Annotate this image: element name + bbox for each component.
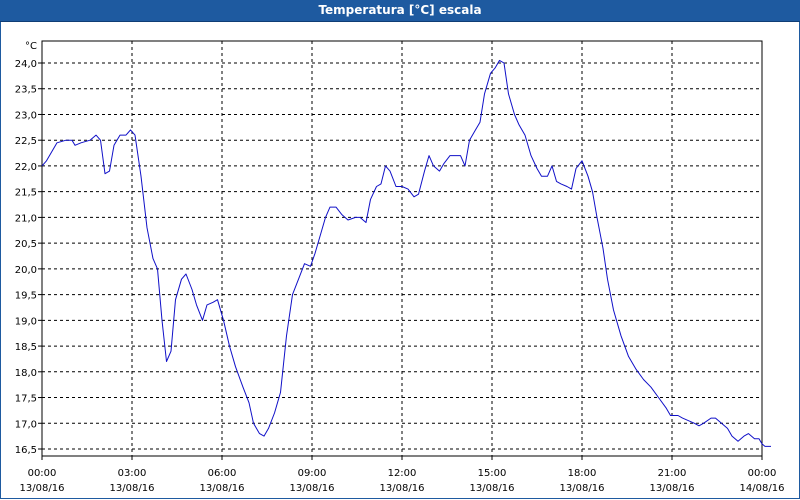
x-tick-time-label: 09:00 (298, 468, 327, 479)
y-tick-label: 23,5 (15, 85, 37, 96)
x-tick-time-label: 18:00 (568, 468, 597, 479)
x-tick-time-label: 00:00 (748, 468, 777, 479)
grid-lines (42, 41, 762, 456)
window-title: Temperatura [°C] escala (0, 0, 800, 22)
series-group (41, 59, 771, 447)
temperature-chart: °C 24,0 23,5 23,0 22,5 22,0 21,5 21,0 20,5 20,0 1… (15, 40, 785, 494)
temperature-series-line (41, 59, 771, 447)
chart-window: °C 24,0 23,5 23,0 22,5 22,0 21,5 21,0 20,5 20,0 1… (0, 22, 800, 499)
x-axis: 00:00 13/08/16 03:00 13/08/16 06:00 13/08/16 0… (20, 456, 785, 494)
x-tick-time-label: 03:00 (118, 468, 147, 479)
x-tick-time-label: 06:00 (208, 468, 237, 479)
y-tick-label: 19,5 (15, 291, 37, 302)
y-unit-label: °C (25, 41, 37, 52)
y-tick-label: 17,0 (15, 419, 37, 430)
x-tick-date-label: 13/08/16 (650, 483, 695, 494)
plot-area (41, 40, 763, 457)
x-tick-time-label: 12:00 (388, 468, 417, 479)
x-tick-date-label: 13/08/16 (290, 483, 335, 494)
y-tick-label: 18,5 (15, 342, 37, 353)
y-tick-label: 23,0 (15, 110, 37, 121)
x-tick-date-label: 13/08/16 (200, 483, 245, 494)
y-tick-label: 16,5 (15, 445, 37, 456)
x-tick-date-label: 13/08/16 (380, 483, 425, 494)
y-tick-label: 21,5 (15, 188, 37, 199)
y-tick-label: 17,5 (15, 394, 37, 405)
x-tick-time-label: 00:00 (28, 468, 57, 479)
y-tick-label: 19,0 (15, 316, 37, 327)
x-tick-date-label: 13/08/16 (110, 483, 155, 494)
y-tick-label: 18,0 (15, 368, 37, 379)
x-tick-date-label: 13/08/16 (560, 483, 605, 494)
y-tick-label: 20,0 (15, 265, 37, 276)
x-tick-date-label: 13/08/16 (470, 483, 515, 494)
x-tick-date-label: 14/08/16 (740, 483, 785, 494)
x-tick-time-label: 15:00 (478, 468, 507, 479)
y-tick-label: 22,0 (15, 162, 37, 173)
y-tick-label: 20,5 (15, 239, 37, 250)
y-tick-label: 24,0 (15, 59, 37, 70)
y-axis: °C 24,0 23,5 23,0 22,5 22,0 21,5 21,0 20,5 20,0 1… (15, 41, 42, 456)
y-tick-label: 21,0 (15, 213, 37, 224)
x-tick-time-label: 21:00 (658, 468, 687, 479)
x-tick-date-label: 13/08/16 (20, 483, 65, 494)
y-tick-label: 22,5 (15, 136, 37, 147)
